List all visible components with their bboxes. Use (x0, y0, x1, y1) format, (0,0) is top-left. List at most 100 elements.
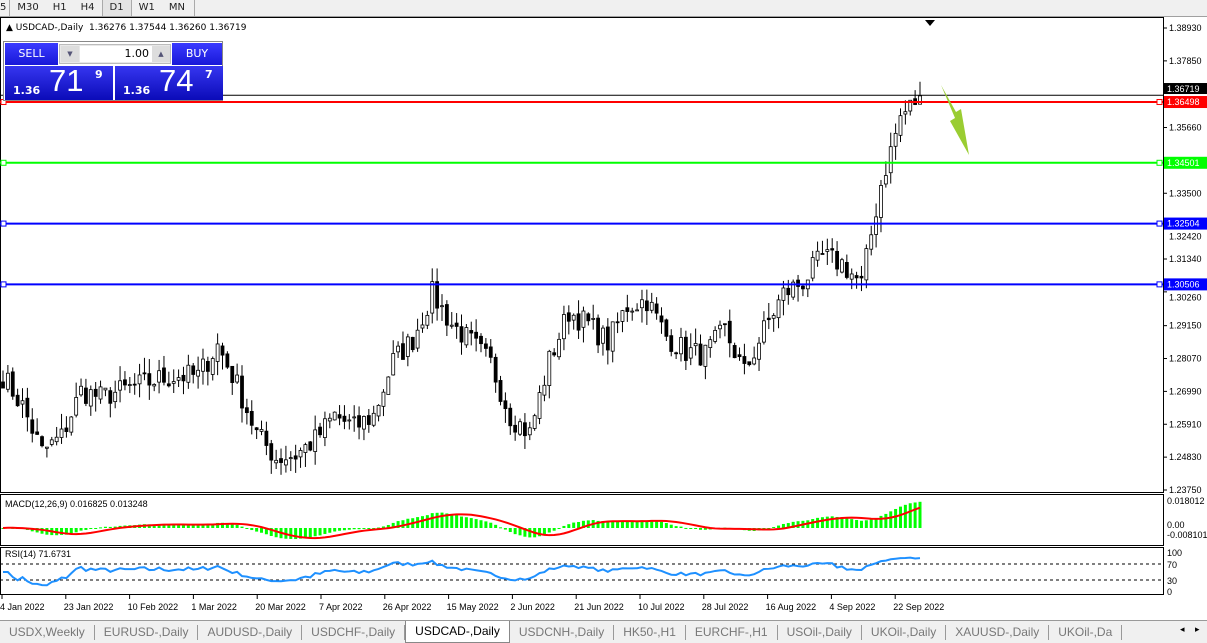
macd-bar (908, 503, 912, 528)
candle-body (25, 397, 30, 418)
macd-bar (99, 527, 103, 529)
macd-bar (503, 528, 507, 530)
candle-body (142, 372, 147, 375)
candle-body (771, 315, 776, 319)
tab-eurchf-h1[interactable]: EURCHF-,H1 (686, 624, 778, 640)
macd-bar (162, 524, 166, 528)
macd-bar (684, 527, 688, 529)
macd-bar (177, 524, 181, 528)
lot-size-stepper[interactable]: ▼ 1.00 ▲ (59, 44, 171, 64)
macd-bar (352, 528, 356, 530)
candle-body (708, 339, 713, 349)
macd-bar (69, 528, 73, 534)
macd-bar (884, 513, 888, 528)
candle-body (49, 439, 54, 445)
sell-button[interactable]: SELL (5, 43, 58, 65)
macd-bar (606, 522, 610, 528)
candle-body (879, 185, 883, 218)
timeframe-h4[interactable]: H4 (80, 2, 95, 13)
macd-bar (113, 526, 117, 528)
macd-bar (196, 524, 200, 528)
line-handle (1156, 159, 1163, 166)
tab-ukoil-daily[interactable]: UKOil-,Daily (862, 624, 947, 640)
candle-body (84, 387, 88, 404)
candle-body (840, 259, 844, 273)
macd-bar (460, 516, 463, 528)
timeframe-m30[interactable]: M30 (17, 2, 39, 13)
candle-body (332, 411, 337, 421)
lot-decrease-button[interactable]: ▼ (61, 46, 79, 62)
macd-bar (181, 524, 185, 528)
macd-bar (850, 519, 854, 528)
macd-bar (338, 528, 342, 531)
lot-increase-button[interactable]: ▲ (152, 46, 170, 62)
macd-bar (420, 516, 424, 528)
tab-eurusd-daily[interactable]: EURUSD-,Daily (95, 624, 199, 640)
chart-canvas[interactable]: 1.38930 1.37850 1.35660 1.33500 1.32420 1.313… (0, 17, 1207, 620)
price-tick-label: 1.32420 (1169, 232, 1202, 242)
tab-hk50-h1[interactable]: HK50-,H1 (614, 624, 686, 640)
tab-audusd-daily[interactable]: AUDUSD-,Daily (198, 624, 303, 640)
macd-bar (303, 528, 307, 538)
macd-bar (620, 521, 624, 528)
tab-scroll-left-icon[interactable]: ◂ (1180, 625, 1185, 635)
candle-body (854, 275, 859, 279)
macd-bar (381, 526, 385, 528)
timeframe-w1[interactable]: W1 (138, 2, 155, 13)
tab-scroll-right-icon[interactable]: ▸ (1195, 625, 1200, 635)
candle-body (532, 415, 537, 429)
price-tag (1164, 156, 1207, 169)
macd-bar (508, 528, 512, 533)
macd-bar (450, 514, 454, 528)
candle-body (464, 327, 469, 346)
candle-body (664, 319, 669, 337)
chart-tabs: USDX,Weekly EURUSD-,Daily AUDUSD-,Daily USD… (0, 621, 1174, 643)
macd-bar (898, 506, 902, 528)
price-chart[interactable]: 1.38930 1.37850 1.35660 1.33500 1.32420 1.313… (0, 17, 1207, 620)
timeframe-5[interactable]: 5 (0, 2, 7, 13)
tab-usdcad-daily[interactable]: USDCAD-,Daily (405, 621, 510, 643)
candle-body (108, 390, 113, 404)
candle-body (698, 343, 703, 366)
rsi-label: RSI(14) 71.6731 (5, 549, 71, 559)
buy-price[interactable]: 1.36 74 7 (115, 66, 223, 100)
macd-bar (377, 527, 381, 529)
macd-tick-label: 0.018012 (1167, 496, 1205, 506)
macd-bar (294, 528, 298, 540)
candle-body (757, 342, 761, 360)
macd-bar (577, 521, 581, 528)
macd-signal-line (2, 506, 921, 540)
candle-body (259, 429, 264, 432)
candle-body (722, 323, 727, 326)
candle-body (596, 317, 600, 346)
price-tick-label: 1.38930 (1169, 23, 1202, 33)
candle-body (269, 443, 274, 461)
tab-usdcnh-daily[interactable]: USDCNH-,Daily (510, 624, 615, 640)
tab-ukoil-da[interactable]: UKOil-,Da (1049, 624, 1123, 640)
timeframe-h1[interactable]: H1 (52, 2, 67, 13)
candle-body (718, 324, 722, 330)
tab-usdx-weekly[interactable]: USDX,Weekly (0, 624, 95, 640)
shift-marker-icon (925, 20, 935, 26)
candle-body (357, 415, 361, 428)
sell-price[interactable]: 1.36 71 9 (5, 66, 113, 100)
macd-bar (864, 520, 868, 528)
timeframe-mn[interactable]: MN (168, 2, 185, 13)
tab-usoil-daily[interactable]: USOil-,Daily (778, 624, 862, 640)
macd-bar (152, 524, 156, 528)
candle-body (176, 377, 181, 381)
candle-body (157, 370, 161, 383)
candle-body (571, 314, 576, 321)
tab-xauusd-daily[interactable]: XAUUSD-,Daily (946, 624, 1050, 640)
macd-bar (191, 524, 195, 528)
candle-body (796, 279, 800, 287)
buy-button[interactable]: BUY (172, 43, 222, 65)
timeframe-d1[interactable]: D1 (101, 0, 132, 16)
macd-bar (894, 508, 898, 528)
tab-usdchf-daily[interactable]: USDCHF-,Daily (302, 624, 406, 640)
candle-body (591, 318, 596, 320)
candle-body (635, 309, 639, 312)
price-tick-label: 1.25910 (1169, 419, 1202, 429)
macd-bar (869, 519, 873, 528)
lot-size-input[interactable]: 1.00 (80, 46, 152, 62)
